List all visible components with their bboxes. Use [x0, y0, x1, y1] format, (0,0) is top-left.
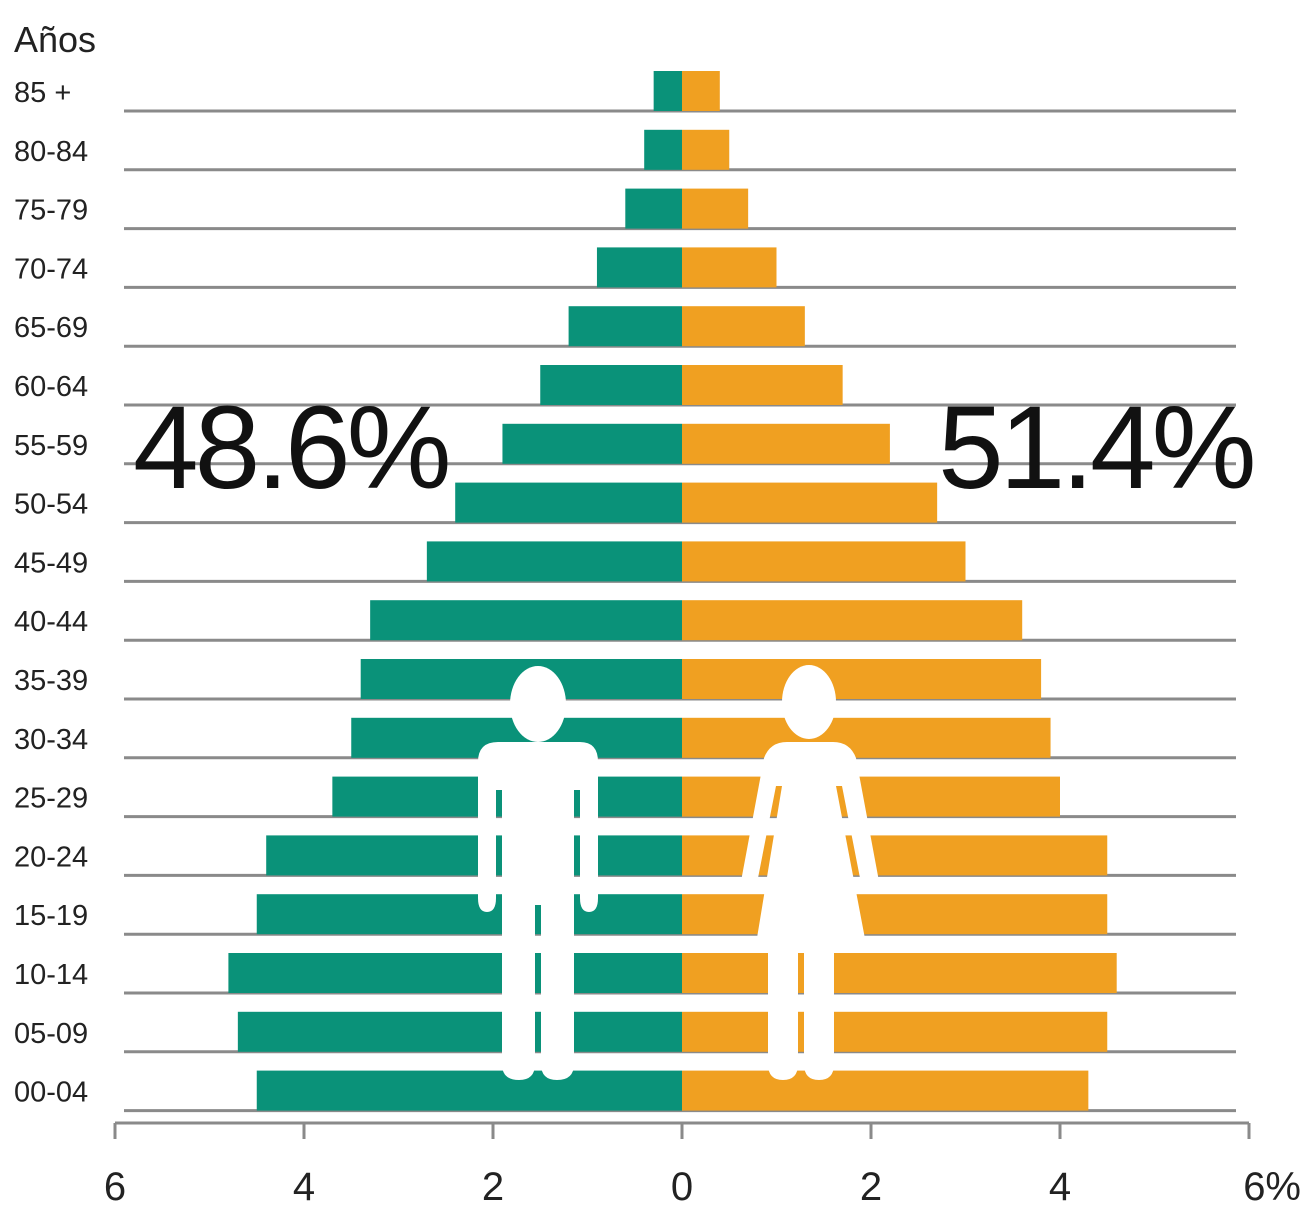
male-bar — [654, 71, 682, 111]
female-bar — [682, 1012, 1107, 1052]
age-label: 60-64 — [14, 371, 88, 403]
female-bar — [682, 189, 748, 229]
age-label: 55-59 — [14, 430, 88, 462]
female-bar — [682, 894, 1107, 934]
male-bar — [455, 483, 682, 523]
x-tick-label: 0 — [671, 1165, 693, 1208]
age-label: 15-19 — [14, 900, 88, 932]
female-bar — [682, 424, 890, 464]
age-label: 80-84 — [14, 136, 88, 168]
female-bar — [682, 306, 805, 346]
age-label: 85 + — [14, 77, 71, 109]
female-bar — [682, 365, 843, 405]
male-bar — [644, 130, 682, 170]
male-bar — [502, 424, 682, 464]
female-bar — [682, 130, 729, 170]
age-label: 05-09 — [14, 1018, 88, 1050]
x-tick-label: 6% — [1243, 1165, 1301, 1208]
female-bar — [682, 247, 777, 287]
y-axis-title: Años — [14, 19, 96, 60]
age-label: 70-74 — [14, 253, 88, 285]
male-total-label: 48.6% — [133, 382, 448, 514]
female-bar — [682, 71, 720, 111]
male-bar — [228, 953, 682, 993]
male-bar — [625, 189, 682, 229]
bars — [228, 71, 1116, 1111]
age-label: 45-49 — [14, 547, 88, 579]
female-bar — [682, 600, 1022, 640]
female-bar — [682, 1071, 1088, 1111]
age-label: 50-54 — [14, 489, 88, 521]
age-label: 00-04 — [14, 1077, 88, 1109]
male-bar — [370, 600, 682, 640]
female-bar — [682, 541, 966, 581]
male-bar — [427, 541, 682, 581]
x-tick-label: 6 — [104, 1165, 126, 1208]
female-bar — [682, 718, 1051, 758]
x-tick-label: 2 — [860, 1165, 882, 1208]
age-label: 65-69 — [14, 312, 88, 344]
age-label: 20-24 — [14, 841, 88, 873]
female-bar — [682, 483, 937, 523]
x-tick-label: 4 — [293, 1165, 315, 1208]
age-label: 35-39 — [14, 665, 88, 697]
age-labels: 85 + 80-84 75-79 70-74 65-69 60-64 55-59 50-54 4… — [14, 77, 88, 1109]
x-tick-label: 2 — [482, 1165, 504, 1208]
female-bar — [682, 777, 1060, 817]
male-bar — [238, 1012, 682, 1052]
x-axis: 6 4 2 0 2 4 6% — [104, 1123, 1301, 1208]
male-bar — [597, 247, 682, 287]
female-total-label: 51.4% — [938, 382, 1253, 514]
female-bar — [682, 659, 1041, 699]
age-label: 75-79 — [14, 195, 88, 227]
male-bar — [257, 894, 682, 934]
age-label: 25-29 — [14, 783, 88, 815]
male-bar — [257, 1071, 682, 1111]
male-bar — [569, 306, 682, 346]
age-label: 30-34 — [14, 724, 88, 756]
age-label: 10-14 — [14, 959, 88, 991]
x-tick-label: 4 — [1049, 1165, 1071, 1208]
age-label: 40-44 — [14, 606, 88, 638]
female-bar — [682, 953, 1117, 993]
male-bar — [266, 835, 682, 875]
male-bar — [540, 365, 682, 405]
